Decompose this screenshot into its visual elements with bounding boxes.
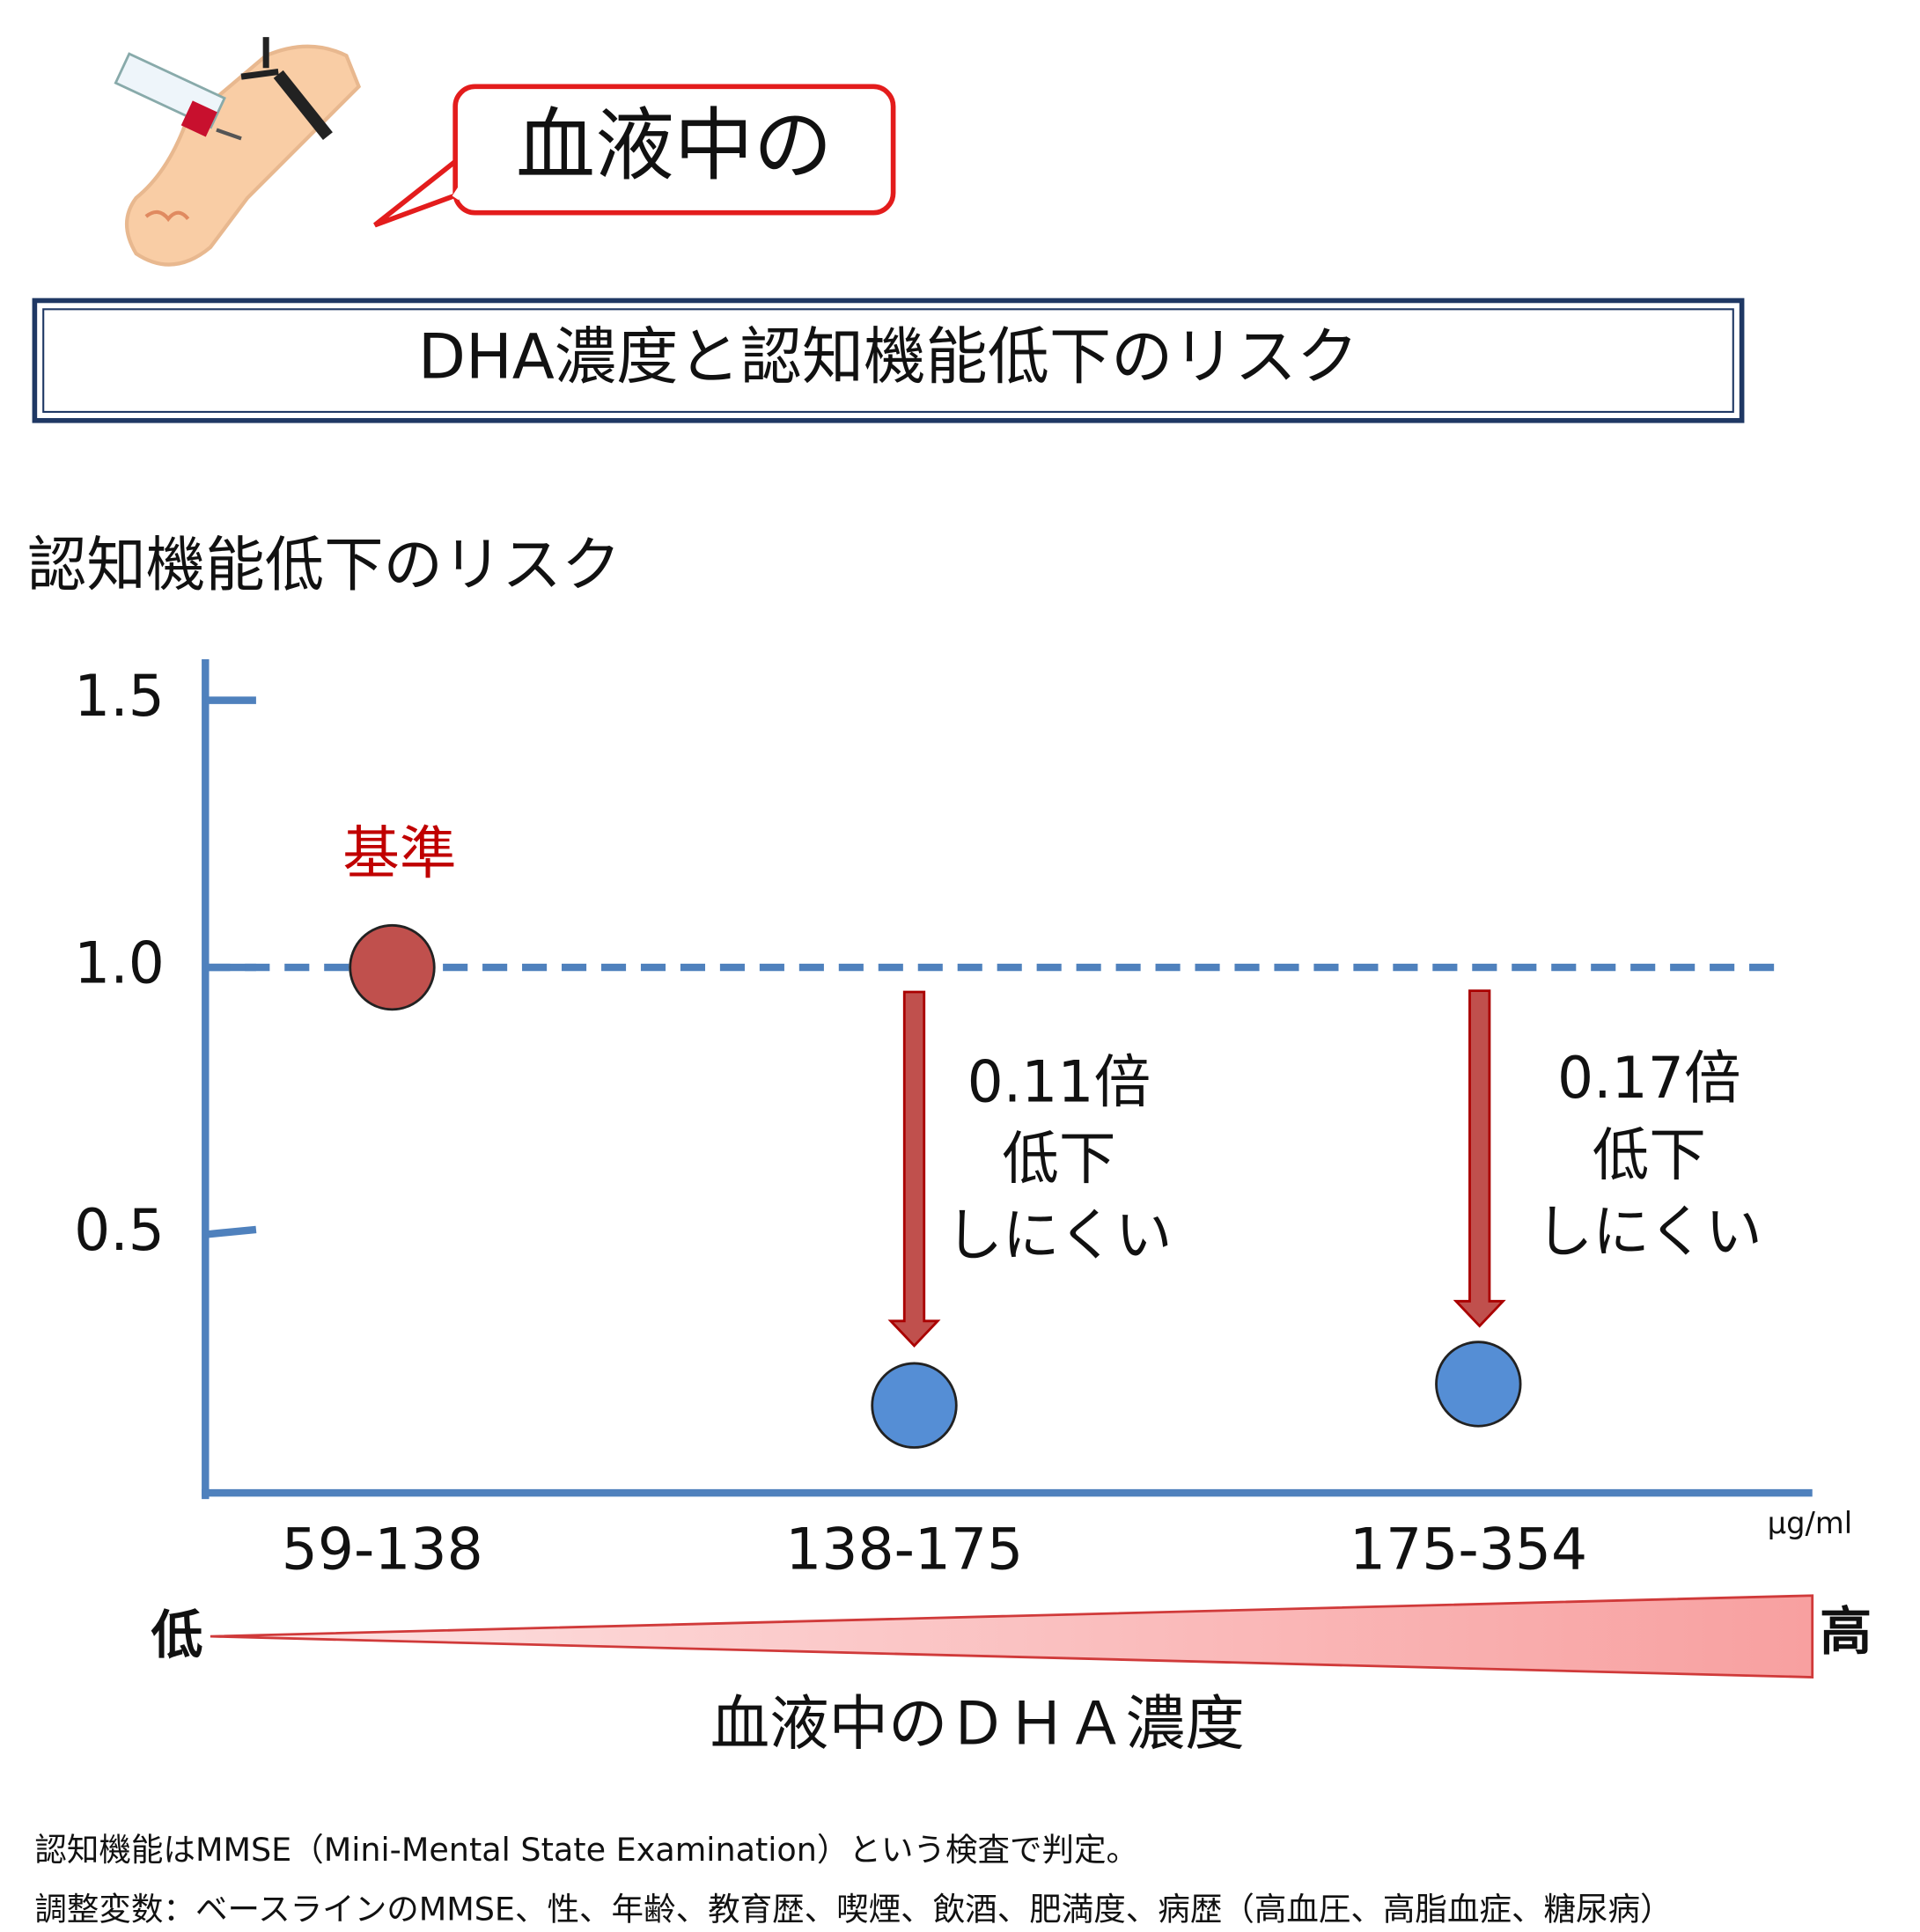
title-box [32, 298, 1745, 423]
footnote: 認知機能はMMSE（Mini-Mental State Examination）… [34, 1831, 1138, 1869]
annotation: 0.17倍 [1557, 1046, 1741, 1112]
annotation: 0.11倍 [967, 1049, 1151, 1115]
annotation: しにくい [945, 1203, 1172, 1269]
title: DHA濃度と認知機能低下のリスク [418, 320, 1358, 393]
arrows [887, 989, 1506, 1348]
x-tick-label: 59-138 [282, 1517, 483, 1583]
data-point [871, 1362, 958, 1449]
illustration [114, 37, 362, 267]
concentration-wedge [210, 1594, 1814, 1679]
low-label: 低 [151, 1605, 202, 1665]
unit: µg/ml [1768, 1506, 1852, 1540]
y-axis-title: 認知機能低下のリスク [27, 530, 621, 599]
bubble-text: 血液中の [516, 100, 833, 192]
annotation: しにくい [1536, 1199, 1762, 1265]
reference-label: 基準 [342, 820, 456, 886]
y-tick [204, 1225, 257, 1238]
speech-bubble [452, 84, 896, 216]
annotation: 低下 [1593, 1122, 1706, 1188]
y-tick-label: 0.5 [74, 1198, 165, 1264]
data-point [349, 923, 436, 1011]
footnote: 調整変数：ベースラインのMMSE、性、年齢、教育歴、喫煙、飲酒、肥満度、病歴（高… [34, 1891, 1672, 1928]
y-tick-label: 1.0 [74, 931, 165, 997]
y-tick-label: 1.5 [74, 664, 165, 730]
high-label: 高 [1820, 1601, 1872, 1662]
x-tick-label: 138-175 [785, 1517, 1023, 1583]
x-axis-title: 血液中のＤＨＡ濃度 [710, 1689, 1245, 1759]
data-point [1435, 1341, 1522, 1428]
x-tick-label: 175-354 [1350, 1517, 1587, 1583]
annotation: 低下 [1002, 1127, 1115, 1193]
